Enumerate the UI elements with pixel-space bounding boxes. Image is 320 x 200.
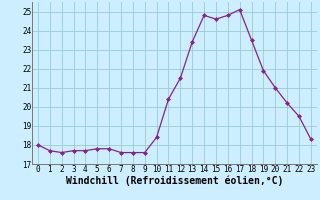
X-axis label: Windchill (Refroidissement éolien,°C): Windchill (Refroidissement éolien,°C) [66,175,283,186]
